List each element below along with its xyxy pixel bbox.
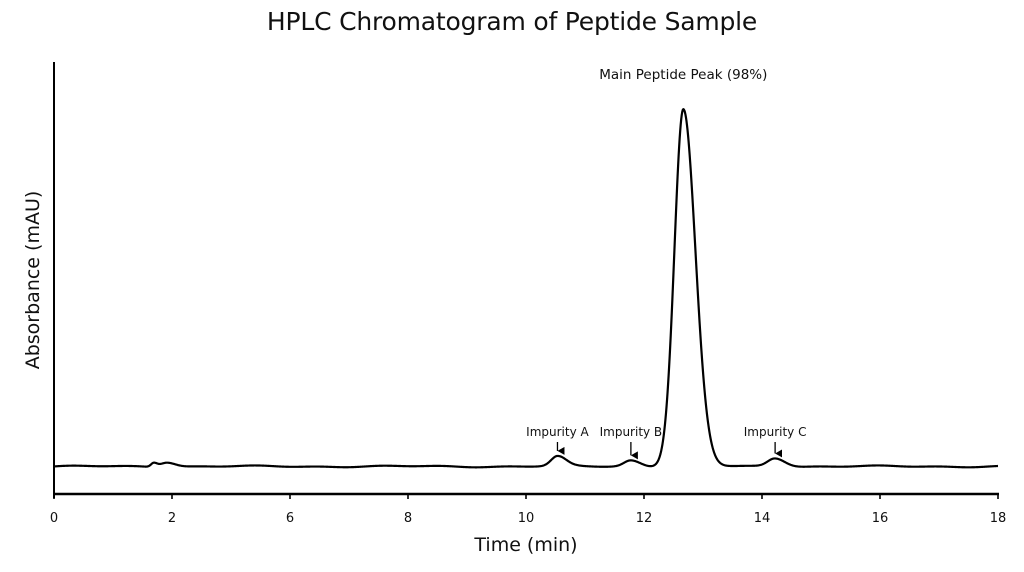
chromatogram-trace [53, 108, 999, 469]
impurity-label: Impurity C [744, 425, 807, 439]
peak-annotations: Impurity A Impurity B Impurity C Main Pepti… [526, 67, 807, 460]
impurity-label: Impurity B [600, 425, 663, 439]
x-tick-label: 8 [404, 511, 412, 526]
main-peak-label: Main Peptide Peak (98%) [599, 67, 767, 83]
x-axis-label: Time (min) [474, 534, 578, 556]
x-tick-label: 16 [872, 511, 889, 526]
x-tick-label: 6 [286, 511, 294, 526]
x-tick-label: 0 [50, 511, 58, 526]
x-tick-label: 18 [990, 511, 1007, 526]
x-tick-label: 2 [168, 511, 176, 526]
impurity-label: Impurity A [526, 425, 589, 439]
x-tick-label: 14 [754, 511, 771, 526]
x-tick-label: 10 [518, 511, 535, 526]
x-tick-label: 12 [636, 511, 653, 526]
x-axis-ticks: 0 2 6 8 10 12 14 16 18 [50, 494, 1006, 526]
chart-title: HPLC Chromatogram of Peptide Sample [266, 7, 758, 36]
